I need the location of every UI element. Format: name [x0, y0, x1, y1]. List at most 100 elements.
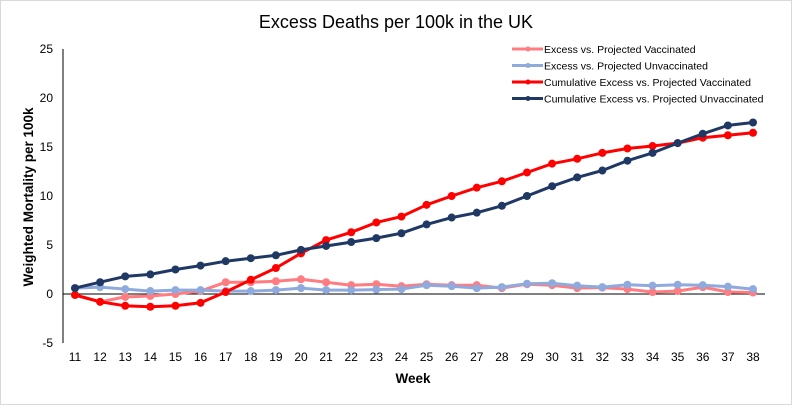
x-tick-label: 29 [520, 350, 534, 364]
x-tick-label: 35 [671, 350, 685, 364]
data-point [397, 285, 406, 294]
data-point [598, 148, 607, 157]
legend-label: Cumulative Excess vs. Projected Vaccinat… [544, 77, 751, 89]
series-3 [71, 118, 757, 293]
data-point [322, 286, 331, 295]
x-tick-label: 28 [495, 350, 509, 364]
data-point [171, 265, 180, 274]
x-tick-label: 15 [169, 350, 183, 364]
x-tick-label: 27 [470, 350, 484, 364]
data-point [447, 213, 456, 222]
chart-title: Excess Deaths per 100k in the UK [259, 12, 533, 32]
data-point [648, 148, 657, 157]
data-point [723, 121, 732, 130]
x-tick-label: 30 [545, 350, 559, 364]
data-point [121, 272, 130, 281]
data-point [573, 173, 582, 182]
legend-marker [525, 79, 531, 85]
data-point [497, 177, 506, 186]
data-point [297, 284, 305, 293]
x-axis: 11 12 13 14 15 16 17 18 19 20 21 22 23 24 25 26 27 28 29 30… [63, 293, 765, 364]
legend-item: Cumulative Excess vs. Projected Vaccinat… [512, 77, 751, 89]
data-point [221, 257, 230, 266]
data-point [548, 159, 557, 168]
data-point [623, 280, 632, 289]
y-tick-label: 5 [46, 238, 53, 252]
legend-marker [525, 63, 531, 68]
data-point [648, 281, 657, 290]
data-point [623, 144, 632, 153]
data-point [146, 302, 155, 311]
x-tick-label: 37 [721, 350, 735, 364]
data-point [171, 301, 180, 310]
legend-marker [525, 46, 531, 52]
data-point [146, 287, 155, 296]
x-tick-label: 16 [194, 350, 208, 364]
x-tick-label: 31 [571, 350, 585, 364]
data-point [472, 183, 481, 192]
data-point [648, 288, 657, 297]
data-point [548, 182, 557, 191]
data-point [372, 218, 381, 227]
x-tick-label: 33 [621, 350, 635, 364]
y-tick-label: 25 [40, 42, 54, 56]
x-tick-label: 11 [69, 350, 82, 364]
series-line [74, 281, 754, 293]
data-point [497, 201, 506, 210]
data-point [71, 284, 79, 293]
data-point [648, 142, 657, 151]
data-point [472, 284, 481, 293]
data-point [171, 286, 180, 295]
data-point [271, 277, 280, 286]
x-tick-label: 17 [219, 350, 233, 364]
data-point [623, 156, 632, 165]
data-point [447, 192, 456, 200]
data-point [749, 118, 757, 127]
series-layer [71, 118, 757, 311]
data-point [523, 168, 531, 177]
y-tick-label: 15 [40, 140, 54, 154]
data-point [297, 275, 305, 284]
data-point [271, 286, 280, 295]
x-axis-title: Week [395, 371, 431, 386]
series-1 [71, 279, 757, 296]
data-point [497, 283, 506, 292]
data-point [246, 287, 255, 296]
x-tick-label: 21 [319, 350, 333, 364]
data-point [347, 286, 356, 295]
data-point [96, 297, 105, 306]
data-point [271, 264, 280, 273]
data-point [422, 200, 431, 209]
data-point [71, 290, 79, 299]
data-point [749, 128, 757, 137]
data-point [397, 229, 406, 238]
data-point [749, 285, 757, 294]
x-tick-label: 23 [370, 350, 384, 364]
data-point [322, 278, 331, 287]
data-point [673, 280, 682, 289]
data-point [523, 192, 531, 200]
data-point [121, 292, 130, 301]
y-tick-label: 10 [40, 189, 54, 203]
x-tick-label: 26 [445, 350, 459, 364]
data-point [96, 278, 105, 287]
data-point [548, 279, 557, 288]
data-point [297, 245, 305, 254]
y-axis-title: Weighted Mortality per 100k [21, 107, 36, 287]
data-point [372, 285, 381, 294]
data-point [447, 282, 456, 291]
legend-item: Excess vs. Projected Vaccinated [512, 44, 696, 56]
data-point [121, 285, 130, 294]
legend-marker [525, 96, 531, 101]
y-tick-label: 0 [46, 287, 53, 301]
data-point [598, 283, 607, 292]
x-tick-label: 19 [269, 350, 283, 364]
legend-label: Excess vs. Projected Vaccinated [544, 44, 696, 56]
data-point [723, 131, 732, 140]
data-point [196, 298, 205, 307]
x-tick-label: 12 [93, 350, 107, 364]
data-point [472, 208, 481, 217]
x-tick-label: 18 [244, 350, 258, 364]
